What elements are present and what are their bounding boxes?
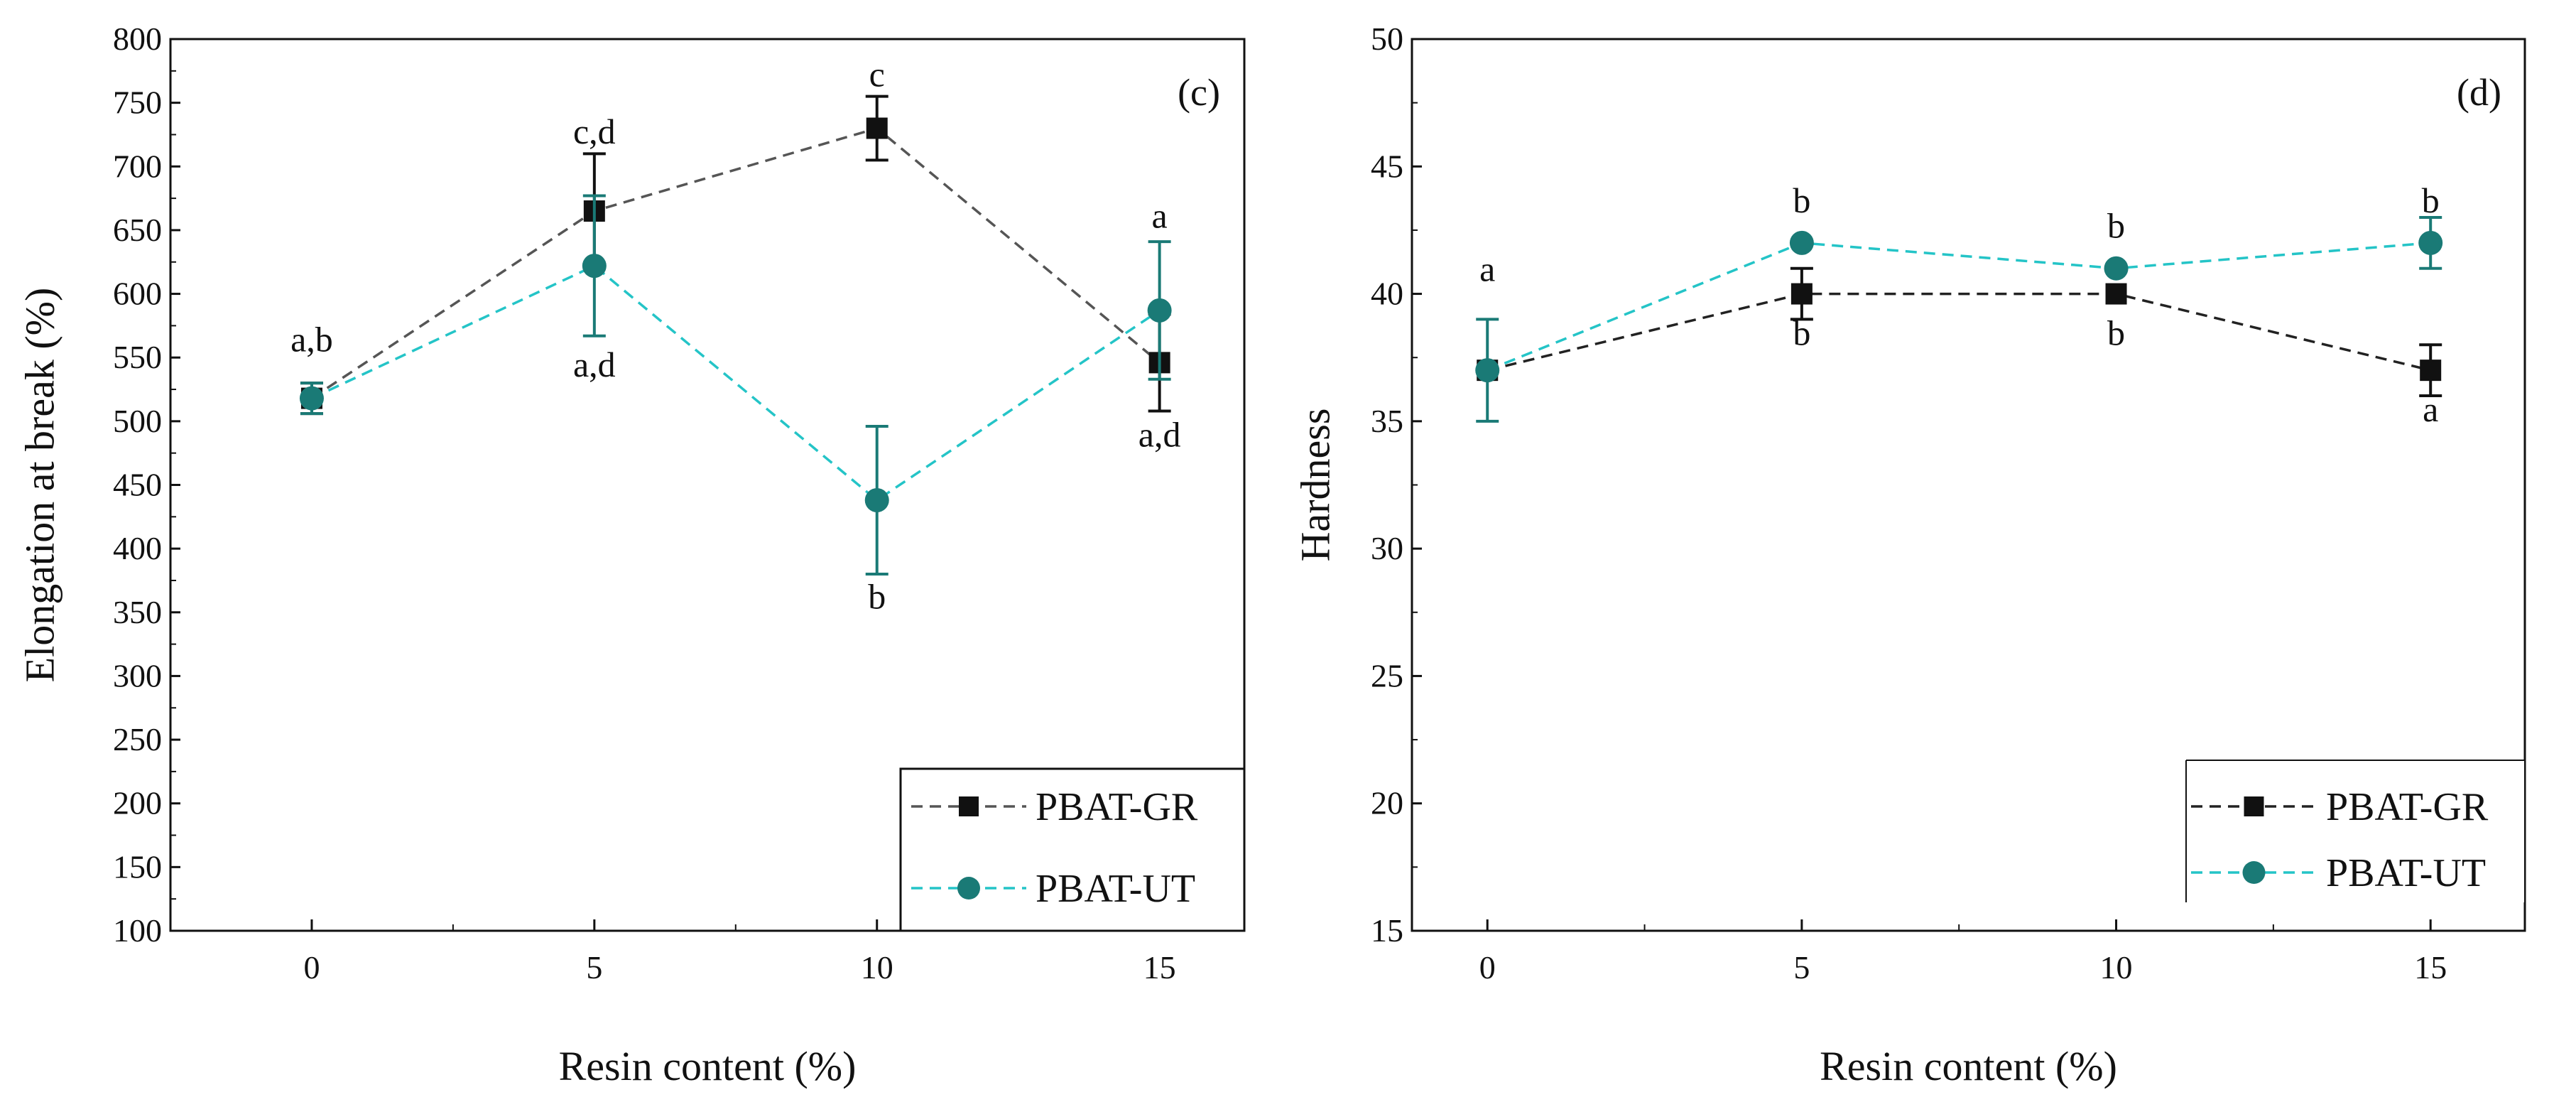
panel-tag: (d) [2457, 71, 2501, 114]
significance-label: a [1479, 249, 1495, 289]
data-point-pbat-ut [1789, 230, 1814, 255]
data-point-pbat-gr [866, 117, 888, 139]
significance-label: b [2107, 313, 2125, 352]
significance-label: c,d [573, 112, 616, 151]
y-tick-label: 800 [113, 21, 162, 57]
y-axis-title: Hardness [1292, 409, 1338, 562]
significance-label: a,d [1138, 415, 1181, 455]
y-tick-label: 600 [113, 276, 162, 312]
y-tick-label: 45 [1371, 148, 1403, 184]
y-tick-label: 35 [1371, 403, 1403, 439]
y-tick-label: 650 [113, 212, 162, 248]
y-tick-label: 15 [1371, 912, 1403, 949]
y-tick-label: 550 [113, 339, 162, 375]
data-point-pbat-ut [2418, 230, 2443, 255]
series-line-pbat-gr [1487, 292, 2431, 372]
data-point-pbat-ut [299, 386, 324, 411]
y-tick-label: 450 [113, 467, 162, 503]
series-line-pbat-gr [310, 126, 1161, 400]
x-tick-label: 10 [861, 949, 893, 985]
y-tick-label: 300 [113, 657, 162, 693]
chart-panel-d: 15 20 25 30 35 40 45 50 0 5 10 15 Resin content (%) H… [1292, 21, 2526, 1089]
y-tick-label: 100 [113, 912, 162, 949]
significance-label: a [1152, 195, 1168, 235]
legend: PBAT-GR PBAT-UT [2185, 760, 2526, 902]
legend: PBAT-GR PBAT-UT [899, 767, 1246, 932]
legend-box [899, 767, 1246, 932]
y-tick-label: 200 [113, 785, 162, 821]
legend-marker-circle [957, 877, 980, 900]
y-tick-label: 700 [113, 148, 162, 184]
x-axis-title: Resin content (%) [1820, 1043, 2117, 1089]
data-point-pbat-ut [864, 488, 889, 513]
significance-label: a,d [573, 345, 616, 384]
x-tick-label: 5 [586, 949, 602, 985]
x-tick-label: 15 [2414, 949, 2447, 985]
x-axis-title: Resin content (%) [559, 1043, 857, 1089]
legend-label: PBAT-GR [1036, 785, 1198, 829]
data-point-pbat-ut [1147, 298, 1172, 323]
y-tick-label: 25 [1371, 657, 1403, 693]
y-tick-label: 30 [1371, 530, 1403, 566]
significance-label: c [869, 54, 885, 94]
data-point-pbat-gr [2420, 360, 2442, 382]
x-tick-label: 5 [1793, 949, 1810, 985]
x-tick-label: 0 [303, 949, 320, 985]
y-tick-label: 400 [113, 530, 162, 566]
significance-label: a [2423, 389, 2438, 429]
x-tick-label: 0 [1479, 949, 1496, 985]
y-tick-label: 250 [113, 721, 162, 757]
significance-label: b [868, 576, 886, 616]
significance-label: a,b [290, 319, 333, 359]
data-point-pbat-gr [1790, 283, 1813, 305]
significance-label: b [2422, 180, 2440, 220]
legend-label: PBAT-GR [2326, 785, 2489, 829]
legend-marker-square [2244, 796, 2264, 816]
legend-marker-square [959, 796, 979, 816]
y-tick-label: 750 [113, 85, 162, 121]
significance-label: b [1793, 313, 1810, 352]
y-tick-label: 50 [1371, 21, 1403, 57]
legend-background [2186, 760, 2525, 902]
legend-label: PBAT-UT [1036, 867, 1195, 911]
data-point-pbat-ut [1475, 358, 1500, 383]
panel-tag: (c) [1178, 71, 1220, 114]
y-tick-label: 20 [1371, 785, 1403, 821]
y-axis-title: Elongation at break (%) [16, 288, 63, 683]
series-line-pbat-ut [311, 264, 1161, 502]
x-tick-label: 15 [1143, 949, 1176, 985]
significance-label: b [2107, 206, 2125, 246]
data-point-pbat-gr [2105, 283, 2127, 305]
significance-label: b [1793, 180, 1810, 220]
y-tick-label: 40 [1371, 276, 1403, 312]
chart-panel-c: 1001502002503003504004505005506006507007… [16, 21, 1246, 1089]
y-tick-label: 500 [113, 403, 162, 439]
series-line-pbat-ut [1487, 242, 2431, 372]
legend-marker-circle [2242, 861, 2266, 884]
y-tick-label: 150 [113, 848, 162, 885]
x-tick-label: 10 [2100, 949, 2133, 985]
y-tick-label: 350 [113, 594, 162, 630]
data-point-pbat-ut [582, 254, 607, 279]
data-point-pbat-ut [2104, 256, 2129, 281]
legend-label: PBAT-UT [2326, 851, 2486, 895]
